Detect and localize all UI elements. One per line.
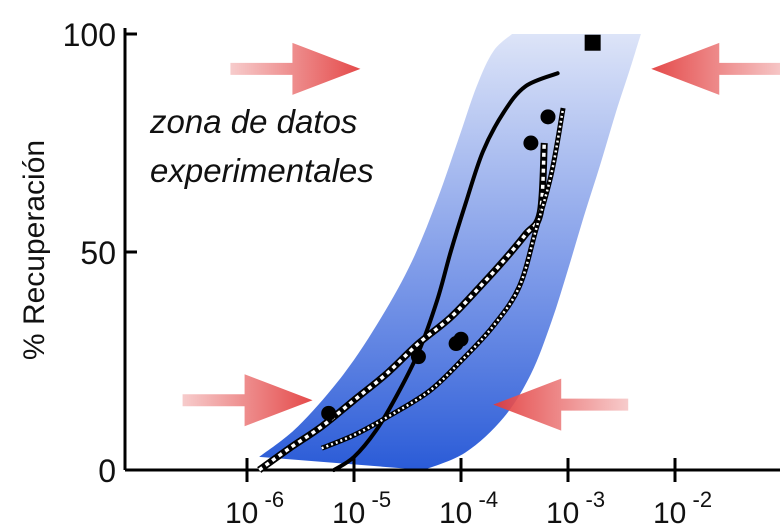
axes (123, 28, 780, 472)
annotation-line-1: zona de datos (149, 103, 357, 140)
range-arrow-left (493, 378, 629, 431)
x-tick-label: 10 -6 (225, 487, 284, 530)
data-point-circle (453, 331, 469, 347)
x-tick-label: 10 -5 (332, 487, 391, 530)
x-tick-label: 10 -4 (439, 487, 498, 530)
x-tick-label: 10 -2 (653, 487, 712, 530)
axis-ticks: 10 -6 10 -5 10 -4 10 -3 10 -2 0 50 100 (63, 17, 712, 530)
solid-fit-curve (331, 71, 560, 472)
data-points (321, 34, 601, 421)
y-tick-label: 100 (63, 17, 116, 53)
range-arrow-left (651, 42, 780, 95)
data-point-circle (321, 405, 337, 421)
range-arrow-right (230, 42, 361, 95)
data-point-square (584, 34, 601, 51)
x-tick-label: 10 -3 (546, 487, 605, 530)
data-point-circle (540, 109, 556, 125)
range-arrows (182, 42, 780, 431)
checker-fit-curve-pattern (258, 142, 547, 472)
series (257, 71, 566, 473)
dotted-fit-curve-outline (320, 107, 566, 451)
data-point-circle (410, 349, 426, 365)
y-tick-label: 50 (80, 235, 116, 271)
y-axis-label: % Recuperación (18, 140, 51, 360)
data-point-circle (523, 135, 539, 151)
y-tick-label: 0 (98, 453, 116, 489)
range-arrow-right (182, 374, 313, 427)
annotation-line-2: experimentales (150, 152, 374, 189)
